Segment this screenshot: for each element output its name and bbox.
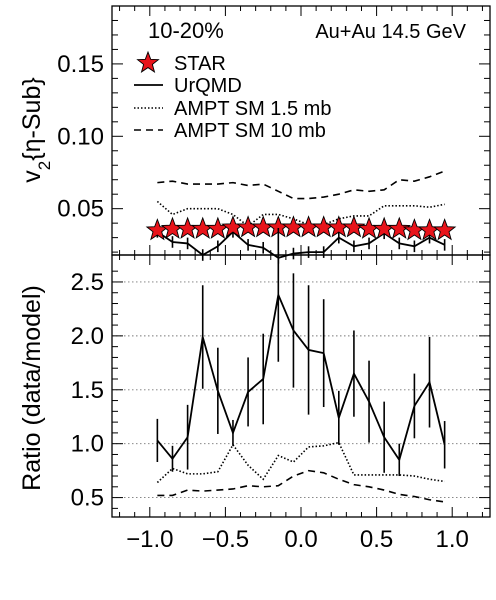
- y-axis-label-bottom: Ratio (data/model): [18, 285, 46, 491]
- x-tick-label: 1.0: [436, 526, 469, 553]
- ratio-line-urqmd: [156, 291, 446, 462]
- y-tick-label: 0.05: [57, 196, 104, 223]
- y-tick-label: 2.5: [71, 269, 104, 296]
- series-line-ampt-sm-1-5-mb: [156, 200, 445, 228]
- legend-star-symbol: [136, 50, 160, 73]
- ratio-line-ampt-sm-10-mb: [157, 469, 445, 503]
- system-label: Au+Au 14.5 GeV: [315, 21, 466, 43]
- centrality-label: 10-20%: [148, 18, 224, 43]
- y-tick-label: 0.15: [57, 51, 104, 78]
- bottom-panel: −1.0 −0.5 0.0 0.5 1.0 0.5 1.0 1.5 2.0 2.5 Ratio (d…: [18, 228, 491, 553]
- legend-label: AMPT SM 10 mb: [174, 120, 326, 142]
- y-tick-label: 1.5: [71, 377, 104, 404]
- series-line-ampt-sm-10-mb: [157, 170, 445, 200]
- y-tick-label: 1.0: [71, 431, 104, 458]
- y-axis-label-main: v: [18, 170, 46, 183]
- x-tick-label: −0.5: [202, 526, 249, 553]
- y-tick-label: 0.5: [71, 485, 104, 512]
- y-axis-label-top: v2{η-Sub}: [18, 77, 54, 182]
- bottom-panel-frame: [111, 254, 491, 518]
- ratio-line-ampt-sm-1-5-mb: [156, 441, 445, 484]
- legend-label: UrQMD: [174, 75, 242, 97]
- x-tick-label: 0.5: [360, 526, 393, 553]
- star-data-point: [387, 216, 411, 239]
- legend-label: STAR: [174, 53, 226, 75]
- x-tick-label: 0.0: [284, 526, 317, 553]
- y-tick-label: 0.10: [57, 123, 104, 150]
- y-axis-label-sub: 2: [35, 161, 54, 170]
- y-axis-label-rest: {η-Sub}: [18, 77, 46, 160]
- star-data-point: [206, 216, 230, 239]
- star-data-point: [342, 215, 366, 238]
- x-tick-label: −1.0: [126, 526, 173, 553]
- legend-label: AMPT SM 1.5 mb: [174, 98, 331, 120]
- y-tick-label: 2.0: [71, 323, 104, 350]
- star-data-point: [432, 218, 457, 241]
- series-line-urqmd: [156, 230, 446, 259]
